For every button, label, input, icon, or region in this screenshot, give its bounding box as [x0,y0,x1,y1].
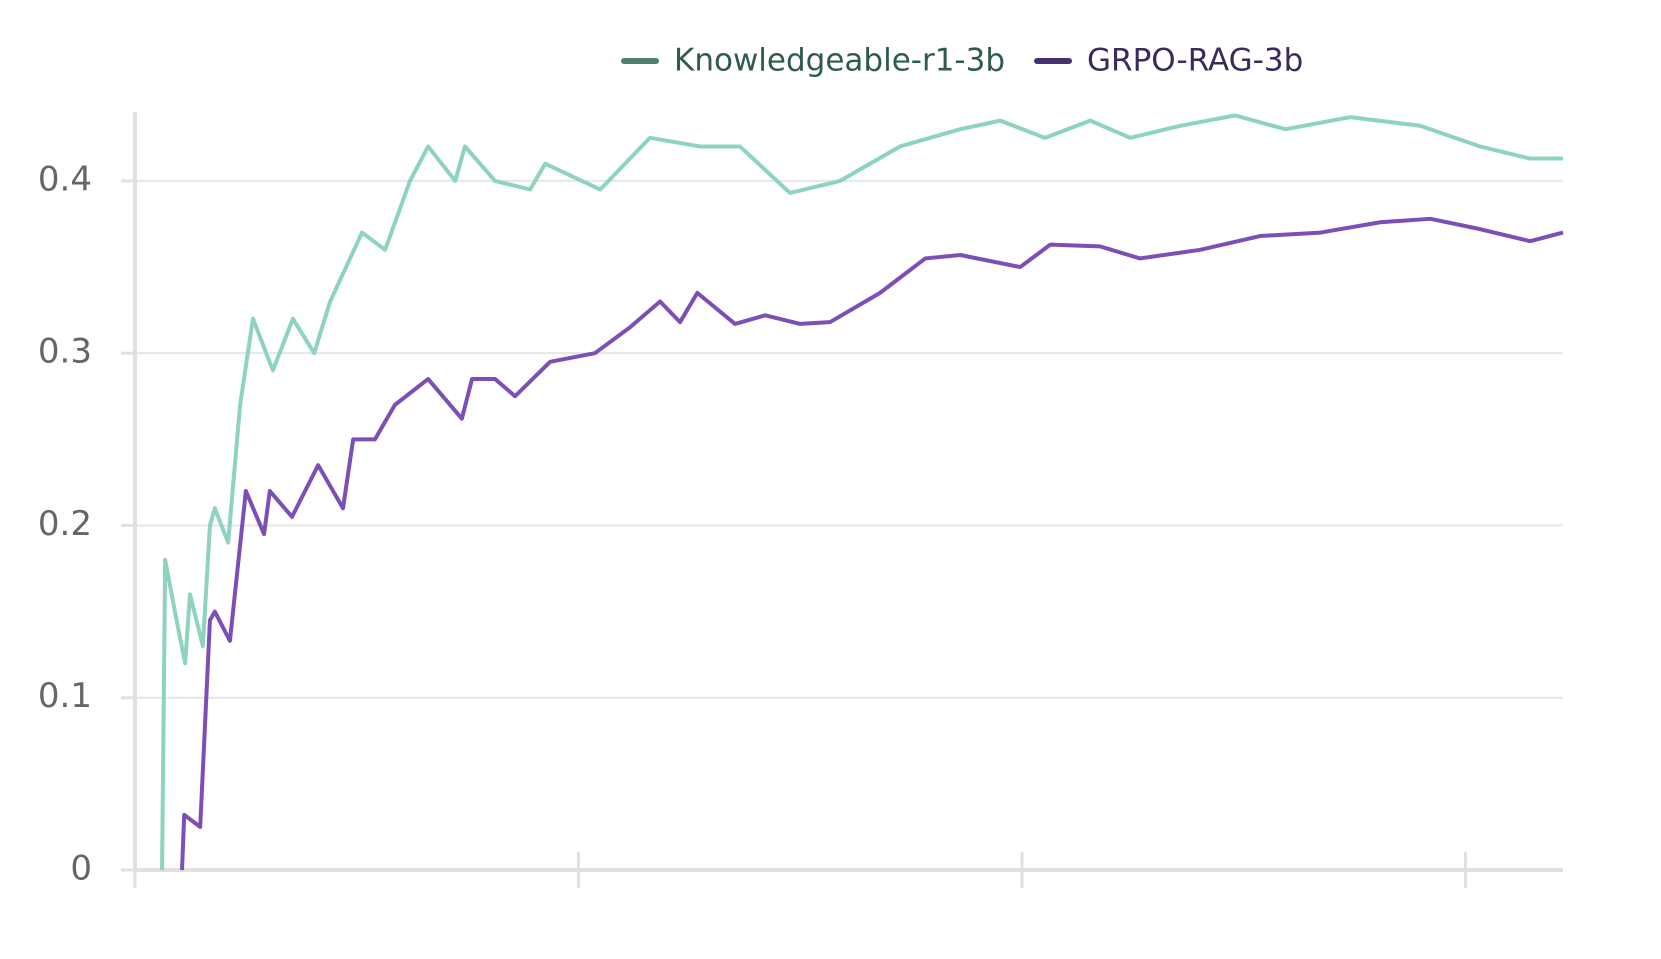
y-tick-label: 0 [70,849,92,889]
legend-label: Knowledgeable-r1-3b [674,43,1005,79]
series-line [160,113,1563,871]
y-tick-label: 0.1 [38,676,92,716]
y-tick-label: 0.2 [38,504,92,544]
y-tick-label: 0.3 [38,332,92,372]
series-line [180,216,1564,871]
legend-label: GRPO-RAG-3b [1087,43,1303,79]
y-tick-label: 0.4 [38,159,92,199]
